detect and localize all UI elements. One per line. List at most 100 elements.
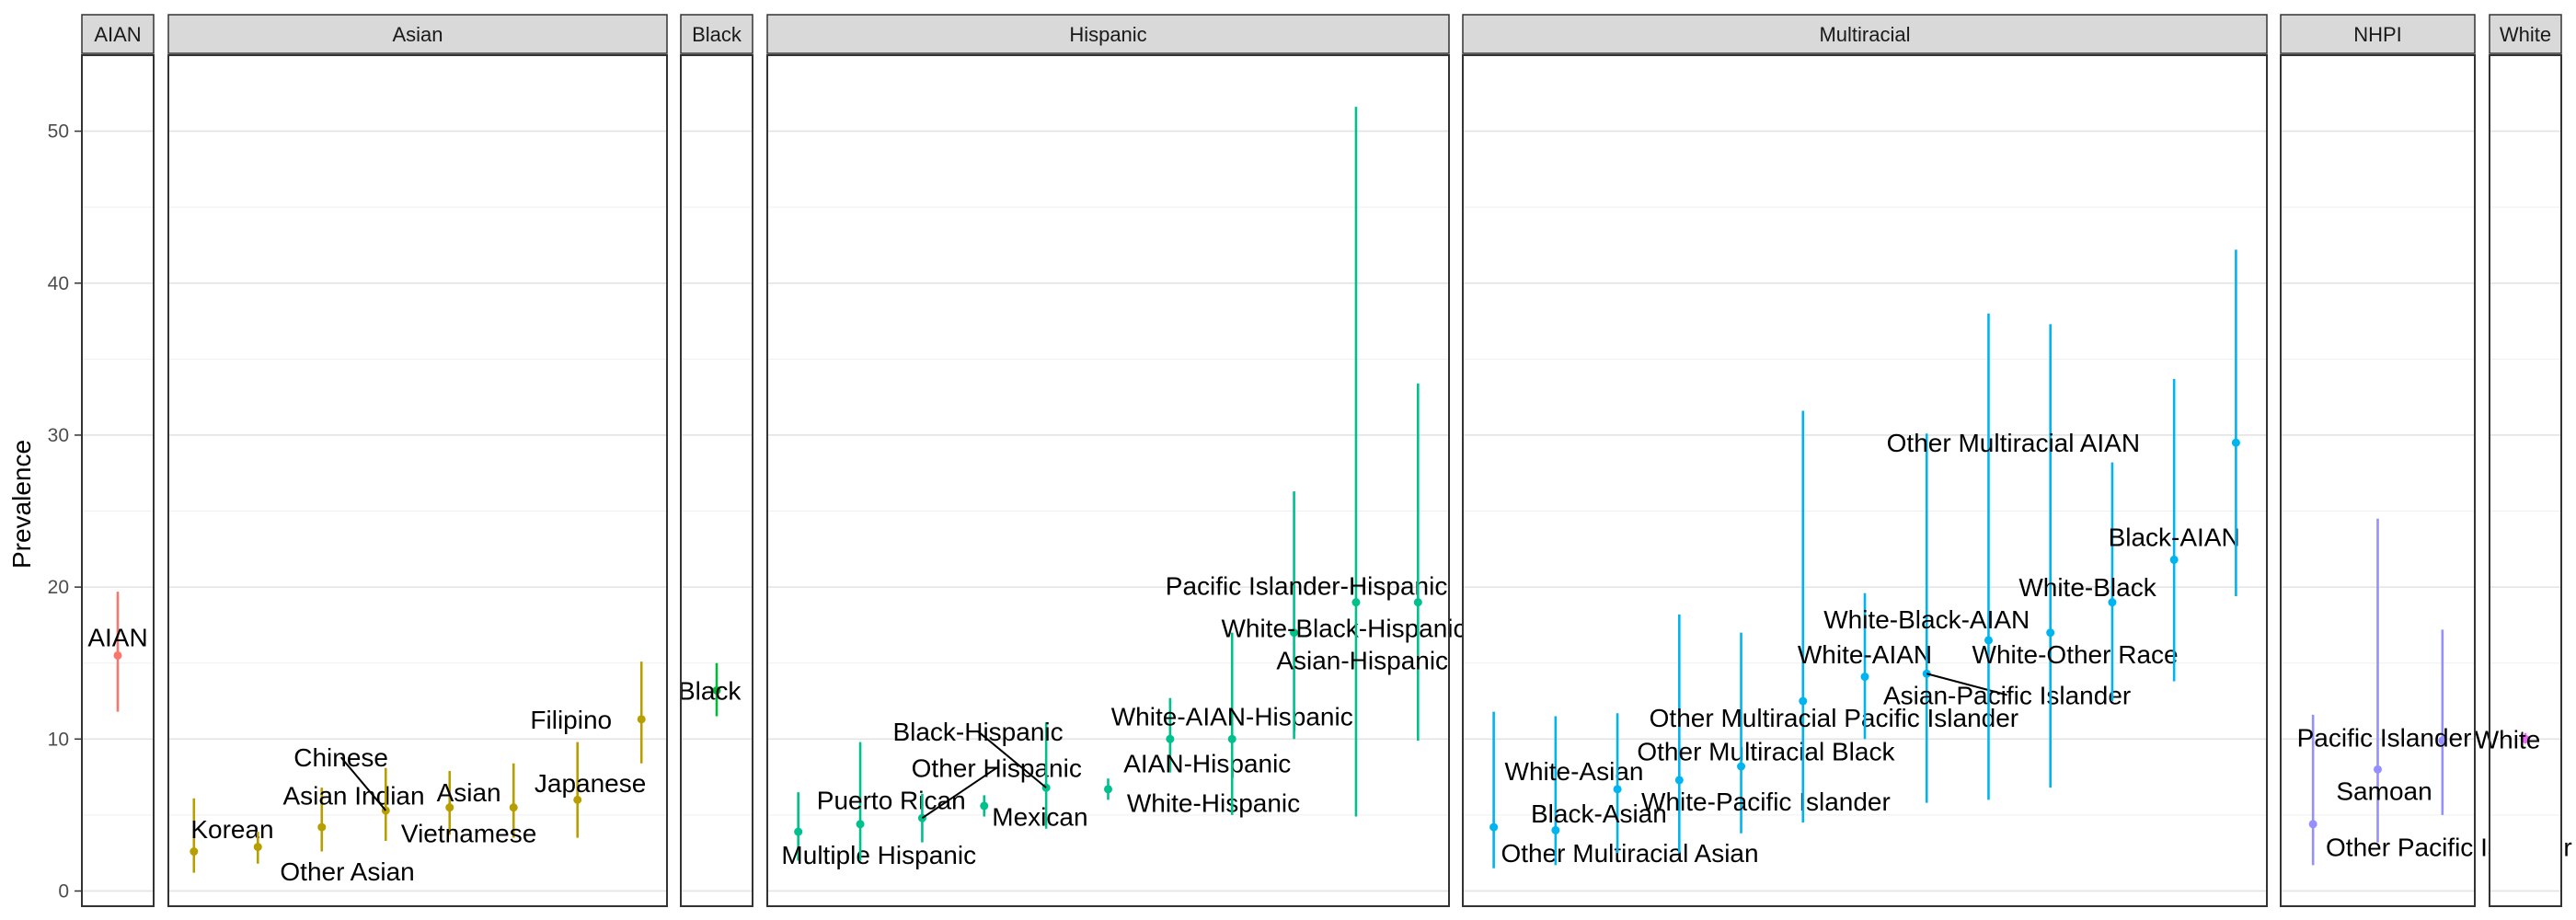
point-label: Samoan [2336, 776, 2432, 805]
facet-aian: AIAN AIAN [81, 14, 155, 906]
point-label: White-Other Race [1972, 640, 2179, 669]
panel-border [81, 54, 155, 907]
point-label: Puerto Rican [817, 786, 966, 814]
y-axis: 0 10 20 30 40 50 [48, 121, 82, 902]
panel-background [168, 55, 667, 906]
point-label: Chinese [293, 743, 388, 772]
facet-strip [1462, 14, 2268, 54]
point-label: White-Pacific Islander [1641, 788, 1891, 816]
facet-strip-label: Hispanic [1069, 23, 1146, 46]
data-point [2108, 598, 2117, 607]
point-label: AIAN-Hispanic [1123, 750, 1291, 778]
point-label: White-Asian [1505, 757, 1644, 786]
data-point [253, 843, 262, 852]
facet-strip-label: Asian [392, 23, 443, 46]
data-point [1613, 785, 1622, 794]
data-point [509, 803, 518, 812]
facet-strip [81, 14, 155, 54]
point-label: White-Black-AIAN [1823, 605, 2030, 634]
data-point [2521, 734, 2530, 743]
panel-border [766, 54, 1450, 907]
data-point [1984, 636, 1993, 645]
data-point [2231, 438, 2240, 447]
point-label: White-Hispanic [1127, 789, 1300, 818]
point-label: White-Black-Hispanic [1221, 615, 1466, 643]
panel-border [1462, 54, 2268, 907]
panel-border [680, 54, 753, 907]
facet-strip-label: NHPI [2353, 23, 2402, 46]
facet-multiracial: Multiracial Other Multiracial Asian White-… [1462, 14, 2268, 906]
label-leader-line [1926, 673, 2007, 696]
point-label: Other Multiracial AIAN [1887, 429, 2140, 457]
panel-background [82, 55, 154, 906]
facet-strip [167, 14, 668, 54]
data-point [317, 822, 327, 832]
facet-strip [680, 14, 753, 54]
point-label: White-Black [2018, 573, 2156, 602]
point-label: Pacific Islander-Hispanic [1166, 571, 1448, 600]
point-label: Vietnamese [401, 820, 536, 848]
y-axis-title: Prevalence [7, 440, 36, 569]
panel-background [681, 55, 753, 906]
facet-strip-label: AIAN [94, 23, 141, 46]
y-tick-label: 20 [48, 577, 69, 598]
y-tick-label: 10 [48, 729, 69, 750]
label-leader-line [977, 730, 1047, 788]
point-label: Multiple Hispanic [781, 841, 976, 869]
y-tick-label: 40 [48, 273, 69, 294]
data-point [1551, 825, 1560, 834]
data-point [1351, 598, 1361, 607]
point-label: White-AIAN-Hispanic [1111, 703, 1353, 731]
data-point [794, 827, 803, 836]
panel-border [2280, 54, 2476, 907]
data-point [1737, 762, 1746, 771]
point-label: Black [678, 676, 742, 705]
point-label: White [2475, 725, 2541, 753]
facet-strip-label: Black [692, 23, 742, 46]
point-label: Asian [437, 778, 501, 807]
point-label: Black-Hispanic [892, 718, 1063, 746]
data-point [113, 650, 122, 660]
point-label: Korean [190, 815, 273, 844]
data-point [2046, 628, 2055, 638]
data-point [2308, 820, 2317, 829]
data-point [980, 801, 989, 811]
data-point [445, 803, 454, 812]
facet-white: White White [2475, 14, 2562, 906]
y-tick-label: 0 [58, 880, 69, 902]
facet-hispanic: Hispanic Multiple Hispanic Puerto Rican Oth… [766, 14, 1466, 906]
panel-background [767, 55, 1449, 906]
data-point [2438, 736, 2447, 745]
data-point [1489, 822, 1499, 832]
data-point [1860, 673, 1869, 682]
point-label: Other Hispanic [912, 754, 1082, 783]
facet-strip-label: White [2500, 23, 2551, 46]
point-label: Black-AIAN [2109, 523, 2240, 552]
y-tick-label: 50 [48, 121, 69, 143]
data-point [1166, 734, 1175, 743]
data-point [1290, 628, 1299, 638]
label-leader-line [921, 766, 997, 820]
point-label: White-AIAN [1798, 640, 1932, 669]
facet-strip [2489, 14, 2562, 54]
data-point [1104, 785, 1112, 794]
facet-strip [2280, 14, 2476, 54]
data-point [1227, 734, 1236, 743]
point-label: Asian Indian [282, 781, 424, 810]
point-label: AIAN [87, 624, 147, 652]
point-label: Other Multiracial Asian [1501, 839, 1758, 868]
facet-strip-label: Multiracial [1819, 23, 1910, 46]
data-point [1413, 598, 1422, 607]
facet-strip [766, 14, 1450, 54]
point-label: Asian-Pacific Islander [1883, 681, 2131, 709]
data-point [712, 685, 721, 695]
point-label: Other Multiracial Pacific Islander [1650, 704, 2018, 732]
panel-border [2489, 54, 2562, 907]
y-tick-label: 30 [48, 425, 69, 446]
label-leader-line [339, 756, 387, 811]
data-point [1799, 696, 1808, 706]
point-label: Pacific Islander [2297, 724, 2472, 753]
data-point [2374, 765, 2382, 774]
